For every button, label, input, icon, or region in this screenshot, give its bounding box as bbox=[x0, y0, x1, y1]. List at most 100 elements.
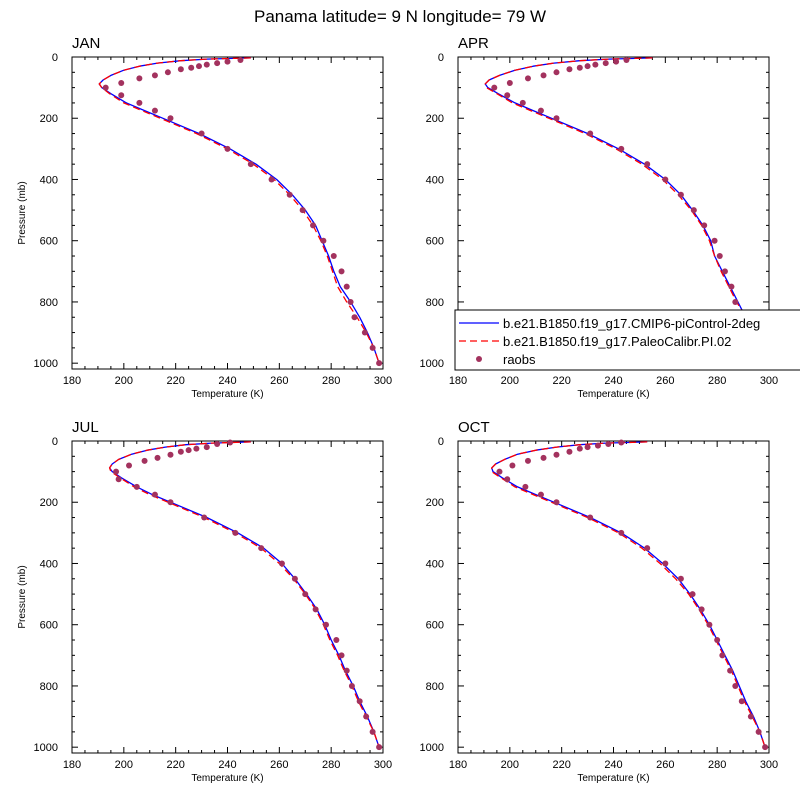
x-tick-label: 180 bbox=[63, 759, 81, 771]
raobs-point bbox=[164, 69, 171, 76]
raobs-point bbox=[504, 476, 511, 483]
raobs-point bbox=[348, 682, 355, 689]
raobs-point bbox=[553, 69, 560, 76]
y-axis-label: Pressure (mb) bbox=[17, 181, 28, 244]
raobs-point bbox=[605, 441, 612, 448]
raobs-point bbox=[338, 268, 345, 275]
raobs-point bbox=[719, 652, 726, 659]
raobs-point bbox=[214, 60, 221, 67]
model2-line bbox=[484, 57, 768, 364]
raobs-point bbox=[167, 115, 174, 122]
raobs-point bbox=[706, 621, 713, 628]
raobs-point bbox=[151, 107, 158, 114]
raobs-point bbox=[356, 698, 363, 705]
raobs-point bbox=[762, 744, 769, 751]
raobs-point bbox=[553, 499, 560, 506]
legend-model2-label: b.e21.B1850.f19_g17.PaleoCalibr.PI.02 bbox=[503, 334, 731, 349]
y-tick-label: 200 bbox=[426, 497, 444, 509]
raobs-point bbox=[227, 439, 234, 446]
raobs-point bbox=[519, 99, 526, 106]
raobs-point bbox=[151, 72, 158, 79]
raobs-point bbox=[690, 207, 697, 214]
raobs-point bbox=[347, 298, 354, 305]
raobs-point bbox=[312, 606, 319, 613]
raobs-point bbox=[203, 61, 210, 68]
raobs-point bbox=[618, 529, 625, 536]
raobs-point bbox=[613, 58, 620, 65]
legend-box bbox=[454, 309, 800, 371]
raobs-point bbox=[587, 514, 594, 521]
raobs-point bbox=[177, 448, 184, 455]
raobs-point bbox=[618, 145, 625, 152]
x-tick-label: 300 bbox=[760, 759, 778, 771]
raobs-point bbox=[644, 161, 651, 168]
raobs-point bbox=[136, 99, 143, 106]
raobs-point bbox=[214, 441, 221, 448]
x-tick-label: 200 bbox=[501, 759, 519, 771]
raobs-point bbox=[133, 483, 140, 490]
raobs-point bbox=[677, 575, 684, 582]
panel-title: APR bbox=[458, 35, 489, 52]
x-tick-label: 260 bbox=[656, 375, 674, 387]
y-tick-label: 600 bbox=[426, 236, 444, 248]
raobs-point bbox=[738, 698, 745, 705]
raobs-point bbox=[118, 92, 125, 99]
raobs-point bbox=[177, 66, 184, 73]
raobs-point bbox=[698, 606, 705, 613]
raobs-point bbox=[286, 191, 293, 198]
raobs-point bbox=[151, 491, 158, 498]
raobs-point bbox=[701, 222, 708, 229]
x-axis-label: Temperature (K) bbox=[577, 389, 649, 400]
raobs-point bbox=[537, 491, 544, 498]
model2-line bbox=[98, 57, 380, 364]
raobs-point bbox=[716, 253, 723, 260]
raobs-point bbox=[195, 63, 202, 70]
x-tick-label: 240 bbox=[218, 759, 236, 771]
raobs-point bbox=[602, 60, 609, 67]
y-tick-label: 1000 bbox=[34, 742, 58, 754]
raobs-point bbox=[338, 652, 345, 659]
raobs-point bbox=[540, 454, 547, 461]
raobs-point bbox=[584, 444, 591, 451]
raobs-point bbox=[333, 637, 340, 644]
raobs-point bbox=[167, 499, 174, 506]
x-tick-label: 180 bbox=[63, 375, 81, 387]
panel-jan: JAN 180 200 220 240 260 280 300 0 200 400 600 800 100… bbox=[17, 35, 392, 400]
x-tick-label: 240 bbox=[604, 759, 622, 771]
legend-model1-label: b.e21.B1850.f19_g17.CMIP6-piControl-2deg bbox=[503, 316, 760, 331]
raobs-point bbox=[522, 483, 529, 490]
raobs-point bbox=[506, 80, 513, 87]
raobs-point bbox=[618, 439, 625, 446]
raobs-point bbox=[540, 72, 547, 79]
raobs-point bbox=[662, 560, 669, 567]
raobs-point bbox=[320, 237, 327, 244]
raobs-point bbox=[167, 451, 174, 458]
y-tick-label: 600 bbox=[40, 620, 58, 632]
y-tick-label: 400 bbox=[40, 558, 58, 570]
x-tick-label: 300 bbox=[760, 375, 778, 387]
raobs-point bbox=[553, 451, 560, 458]
raobs-point bbox=[247, 161, 254, 168]
panel-jul: JUL 180 200 220 240 260 280 300 0 200 400 600 800 100… bbox=[17, 419, 392, 784]
raobs-point bbox=[594, 442, 601, 449]
raobs-point bbox=[224, 58, 231, 65]
chart-title: Panama latitude= 9 N longitude= 79 W bbox=[254, 7, 546, 26]
raobs-point bbox=[118, 80, 125, 87]
y-tick-label: 800 bbox=[426, 681, 444, 693]
raobs-point bbox=[224, 145, 231, 152]
raobs-point bbox=[376, 744, 383, 751]
y-tick-label: 1000 bbox=[420, 358, 444, 370]
panel-title: JUL bbox=[72, 419, 99, 436]
x-tick-label: 240 bbox=[218, 375, 236, 387]
y-tick-label: 0 bbox=[52, 52, 58, 64]
model2-line bbox=[491, 441, 766, 748]
raobs-point bbox=[721, 268, 728, 275]
raobs-point bbox=[369, 728, 376, 735]
raobs-point bbox=[154, 454, 161, 461]
y-tick-label: 200 bbox=[426, 113, 444, 125]
raobs-point bbox=[203, 444, 210, 451]
raobs-point bbox=[299, 207, 306, 214]
legend-raobs-swatch bbox=[476, 356, 482, 362]
raobs-point bbox=[291, 575, 298, 582]
